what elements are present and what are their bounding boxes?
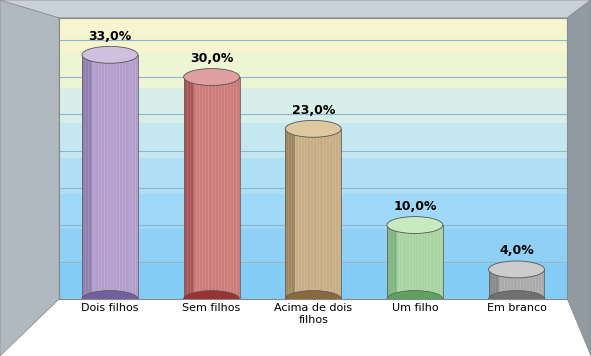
Polygon shape <box>567 0 591 356</box>
Ellipse shape <box>82 290 138 308</box>
Text: 30,0%: 30,0% <box>190 52 233 65</box>
Polygon shape <box>296 129 341 299</box>
Polygon shape <box>194 77 239 299</box>
Polygon shape <box>0 0 59 356</box>
Polygon shape <box>82 55 92 299</box>
Ellipse shape <box>184 290 239 308</box>
Bar <box>59 88 567 123</box>
Bar <box>59 53 567 88</box>
Bar <box>59 264 567 299</box>
Ellipse shape <box>184 69 239 85</box>
Polygon shape <box>387 225 397 299</box>
Polygon shape <box>0 0 591 18</box>
Text: 23,0%: 23,0% <box>291 104 335 117</box>
Ellipse shape <box>285 120 341 137</box>
Polygon shape <box>285 129 296 299</box>
Bar <box>59 194 567 229</box>
Polygon shape <box>499 269 544 299</box>
Bar <box>59 18 567 53</box>
Ellipse shape <box>387 290 443 308</box>
Polygon shape <box>184 77 194 299</box>
Bar <box>59 229 567 264</box>
Text: 33,0%: 33,0% <box>88 30 132 43</box>
Bar <box>59 158 567 194</box>
Bar <box>59 123 567 158</box>
Polygon shape <box>489 269 499 299</box>
Ellipse shape <box>489 290 544 308</box>
Text: 4,0%: 4,0% <box>499 244 534 257</box>
Ellipse shape <box>82 46 138 63</box>
Ellipse shape <box>387 216 443 234</box>
Polygon shape <box>397 225 443 299</box>
Text: 10,0%: 10,0% <box>393 200 437 213</box>
Polygon shape <box>92 55 138 299</box>
Ellipse shape <box>489 261 544 278</box>
Ellipse shape <box>285 290 341 308</box>
